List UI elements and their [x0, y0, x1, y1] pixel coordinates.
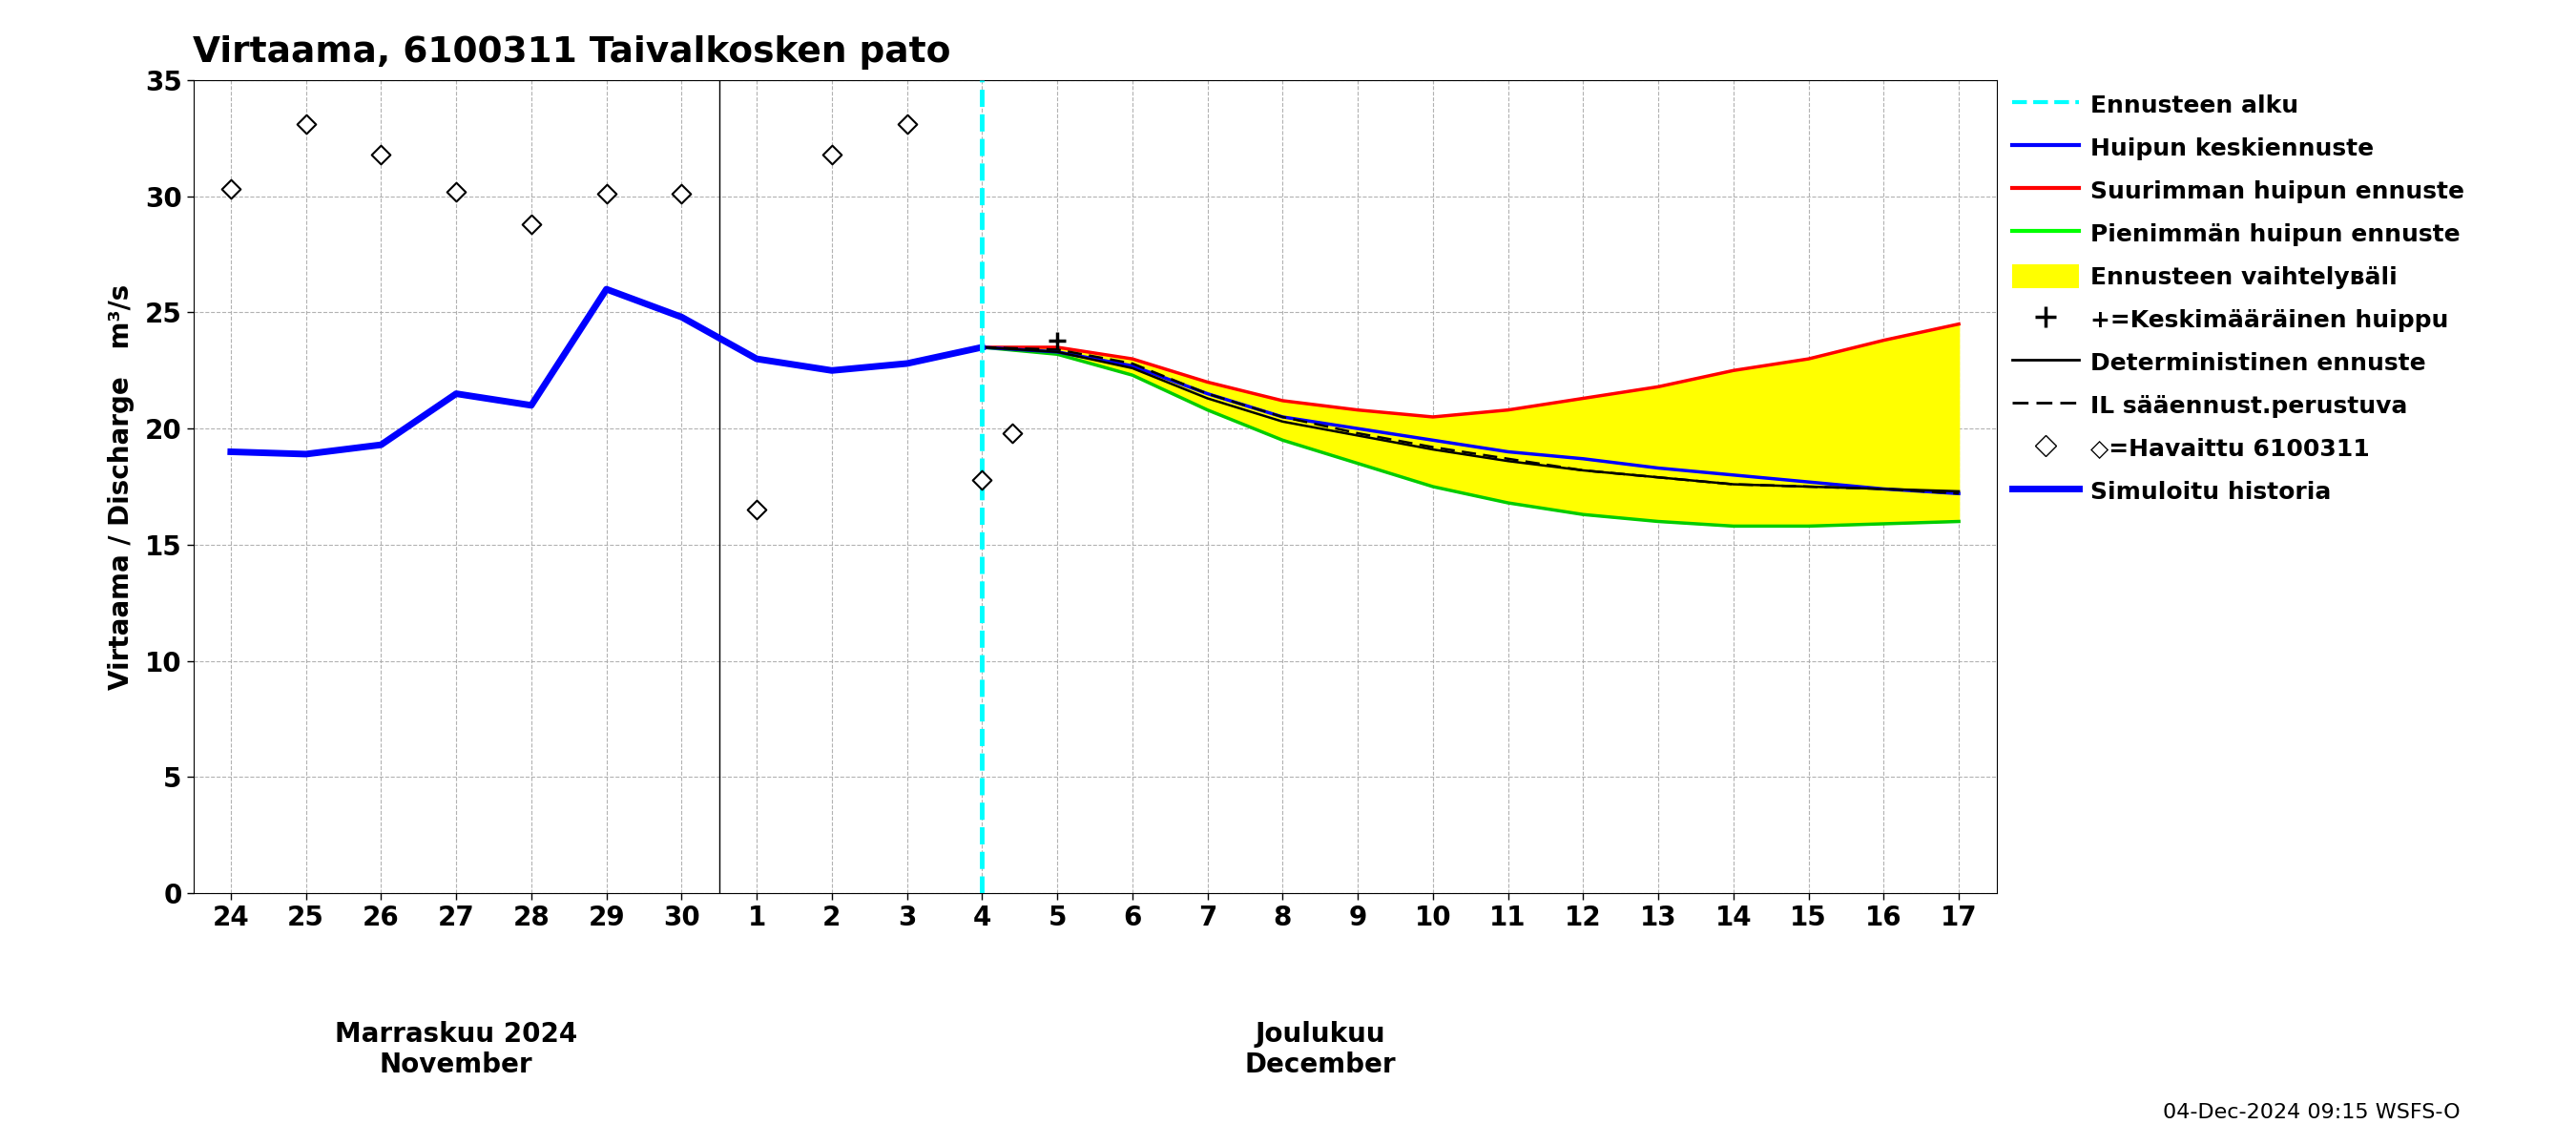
Point [585, 184, 626, 203]
Text: Marraskuu 2024
November: Marraskuu 2024 November [335, 1021, 577, 1079]
Point [886, 116, 927, 134]
Point [662, 184, 703, 203]
Point [992, 424, 1033, 442]
Point [510, 215, 551, 234]
Point [811, 145, 853, 164]
Point [1036, 331, 1077, 349]
Text: Virtaama, 6100311 Taivalkosken pato: Virtaama, 6100311 Taivalkosken pato [193, 34, 951, 69]
Point [211, 180, 252, 198]
Text: 04-Dec-2024 09:15 WSFS-O: 04-Dec-2024 09:15 WSFS-O [2164, 1103, 2460, 1122]
Point [961, 471, 1002, 489]
Y-axis label: Virtaama / Discharge   m³/s: Virtaama / Discharge m³/s [108, 284, 134, 689]
Point [286, 116, 327, 134]
Point [361, 145, 402, 164]
Legend: Ennusteen alku, Huipun keskiennuste, Suurimman huipun ennuste, Pienimmän huipun : Ennusteen alku, Huipun keskiennuste, Suu… [2012, 92, 2465, 504]
Text: Joulukuu
December: Joulukuu December [1244, 1021, 1396, 1079]
Point [737, 500, 778, 519]
Point [435, 182, 477, 200]
